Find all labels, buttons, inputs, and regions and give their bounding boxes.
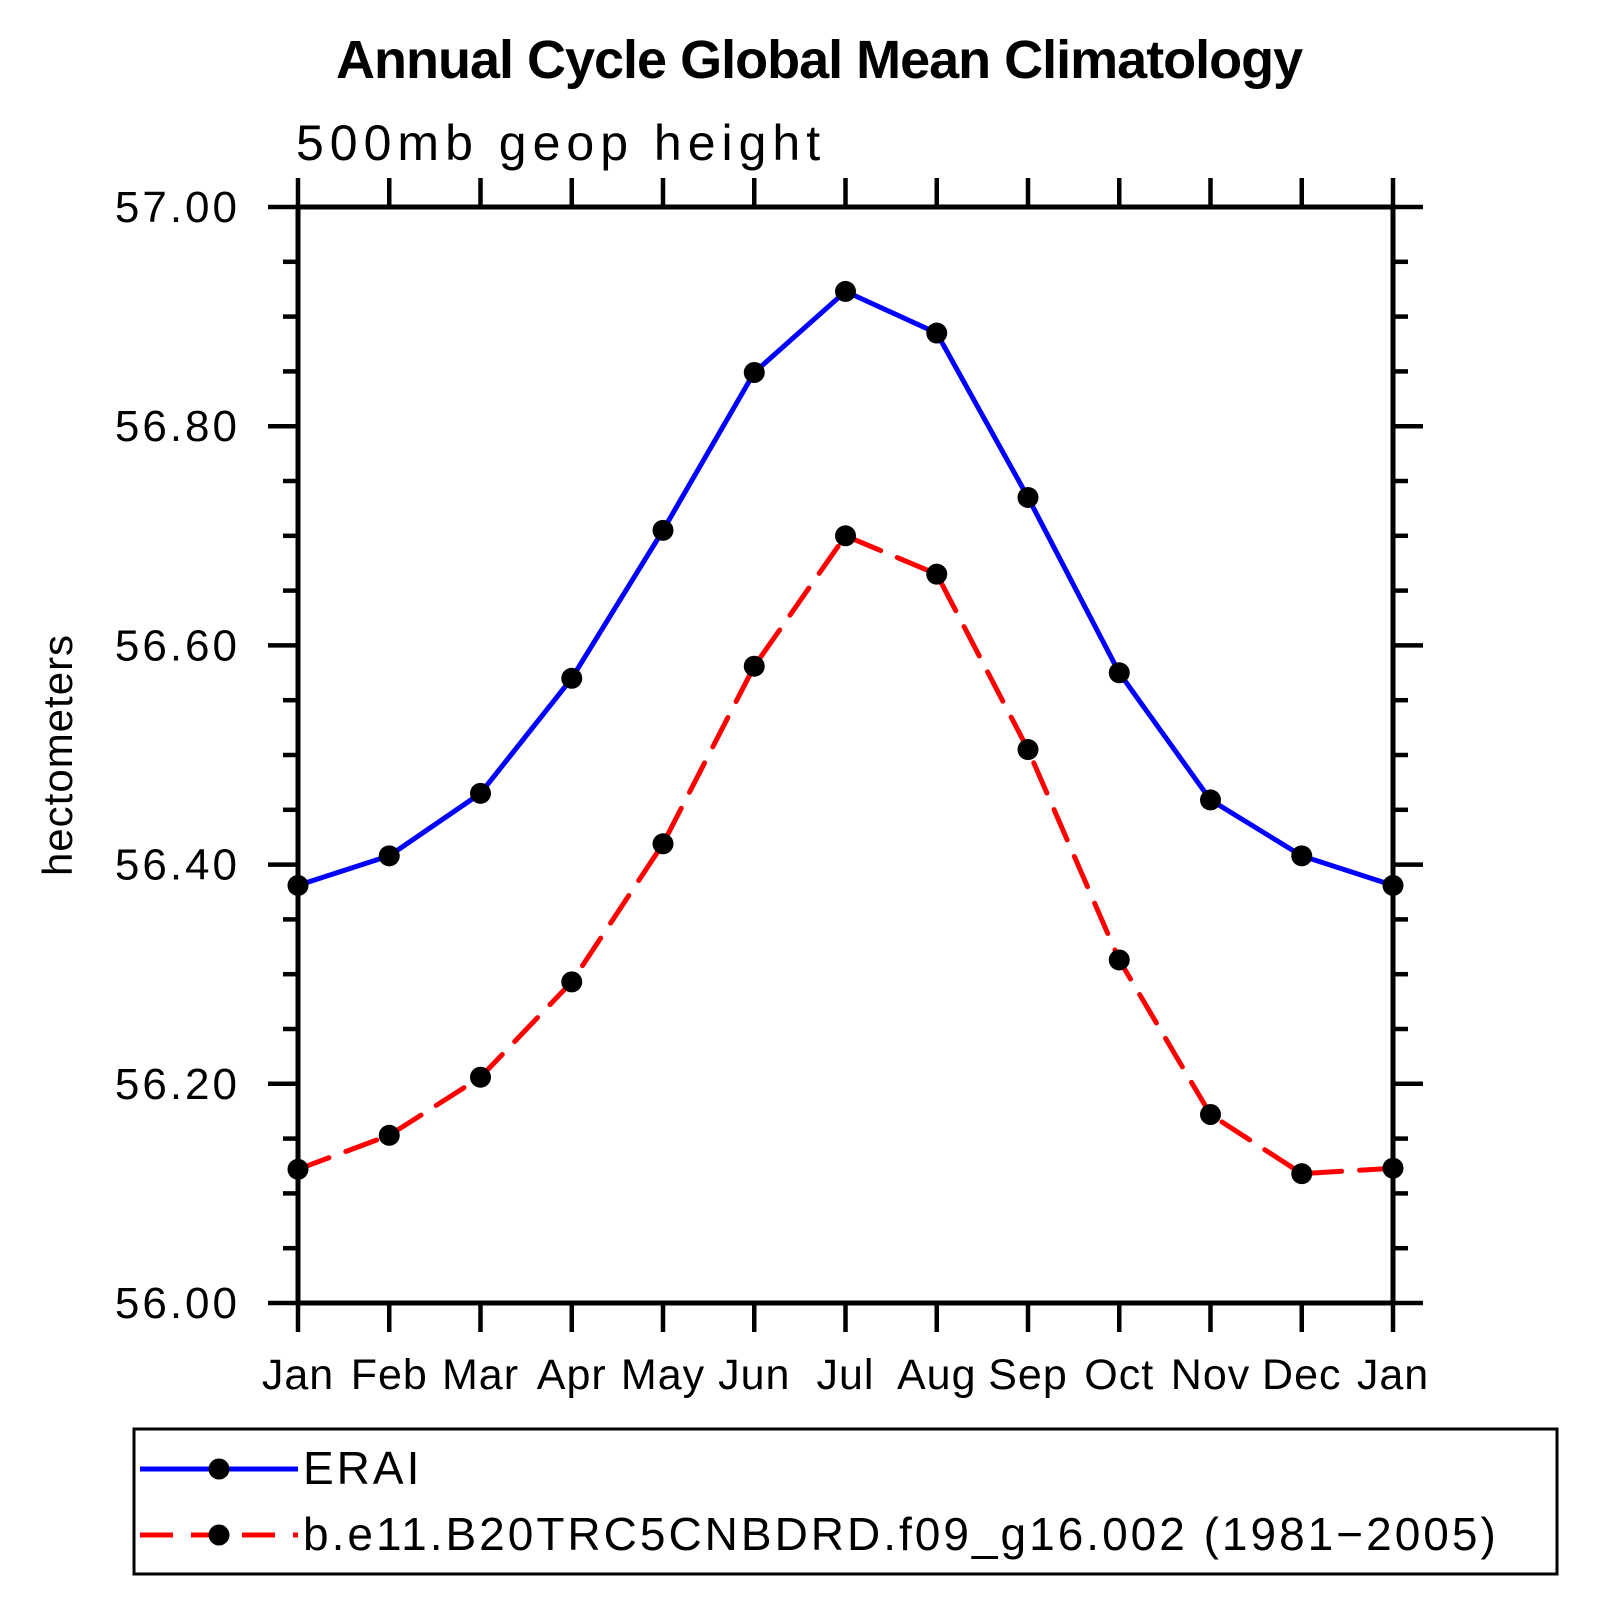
- data-point-marker: [1200, 1103, 1221, 1125]
- x-tick-label: Aug: [897, 1351, 977, 1399]
- data-point-marker: [378, 845, 400, 867]
- x-tick-label: Jul: [817, 1351, 875, 1399]
- data-point-marker: [287, 1158, 309, 1180]
- data-point-marker: [926, 563, 948, 585]
- data-point-marker: [743, 361, 765, 383]
- data-point-marker: [1017, 486, 1039, 508]
- data-point-marker: [652, 833, 674, 855]
- chart-subtitle: 500mb geop height: [296, 115, 826, 171]
- y-axis-ticks: 56.00 56.20 56.40 56.60 56.80 57.00: [115, 183, 1423, 1328]
- y-tick-label: 56.80: [115, 402, 240, 451]
- x-axis-ticks: Jan Feb Mar Apr May Jun Jul Aug Sep Oct Nov Dec Jan: [262, 178, 1429, 1399]
- legend-label-0: ERAI: [303, 1442, 422, 1494]
- data-point-marker: [470, 1066, 491, 1088]
- data-point-marker: [1017, 739, 1039, 761]
- legend-box: [132, 1427, 1559, 1576]
- x-tick-label: Jan: [1357, 1351, 1429, 1399]
- x-tick-label: Apr: [537, 1351, 607, 1399]
- legend: ERAI b.e11.B20TRC5CNBDRD.f09_g16.002 (198…: [132, 1427, 1559, 1576]
- x-tick-label: May: [621, 1351, 705, 1399]
- legend-sample-marker-1: [208, 1524, 230, 1546]
- data-point-marker: [378, 1124, 400, 1146]
- data-point-marker: [470, 782, 491, 804]
- plot-frame: [295, 204, 1396, 1306]
- y-tick-label: 56.40: [115, 841, 240, 890]
- data-point-marker: [1291, 1163, 1313, 1185]
- data-point-marker: [561, 667, 583, 689]
- data-point-marker: [287, 874, 309, 896]
- y-tick-label: 56.60: [115, 621, 240, 670]
- data-point-marker: [926, 322, 948, 344]
- y-tick-label: 56.00: [115, 1279, 240, 1328]
- y-tick-label: 56.20: [115, 1060, 240, 1109]
- x-tick-label: Nov: [1171, 1351, 1250, 1399]
- plot-border: [295, 204, 1396, 1306]
- data-point-marker: [652, 519, 674, 541]
- data-point-marker: [1200, 789, 1221, 811]
- data-point-marker: [743, 655, 765, 677]
- data-point-marker: [835, 280, 856, 302]
- data-point-marker: [1382, 1157, 1404, 1179]
- legend-label-1: b.e11.B20TRC5CNBDRD.f09_g16.002 (1981−20…: [303, 1508, 1499, 1560]
- series-line-1: [295, 532, 1396, 1177]
- y-tick-label: 57.00: [115, 183, 240, 232]
- y-axis-label: hectometers: [34, 634, 81, 876]
- data-point-marker: [835, 525, 856, 547]
- x-tick-label: Dec: [1262, 1351, 1341, 1399]
- x-tick-label: Mar: [442, 1351, 519, 1399]
- data-series: [287, 280, 1404, 1185]
- x-tick-label: Jun: [718, 1351, 790, 1399]
- data-point-marker: [1108, 949, 1130, 971]
- x-tick-label: Oct: [1084, 1351, 1154, 1399]
- data-point-marker: [1108, 662, 1130, 684]
- data-point-marker: [561, 971, 583, 993]
- data-point-marker: [1382, 874, 1404, 896]
- x-tick-label: Feb: [351, 1351, 428, 1399]
- data-point-marker: [1291, 845, 1313, 867]
- x-tick-label: Jan: [262, 1351, 334, 1399]
- series-line-0: [295, 288, 1396, 888]
- legend-sample-marker-0: [208, 1458, 230, 1480]
- x-tick-label: Sep: [988, 1351, 1068, 1399]
- chart-title: Annual Cycle Global Mean Climatology: [336, 30, 1303, 90]
